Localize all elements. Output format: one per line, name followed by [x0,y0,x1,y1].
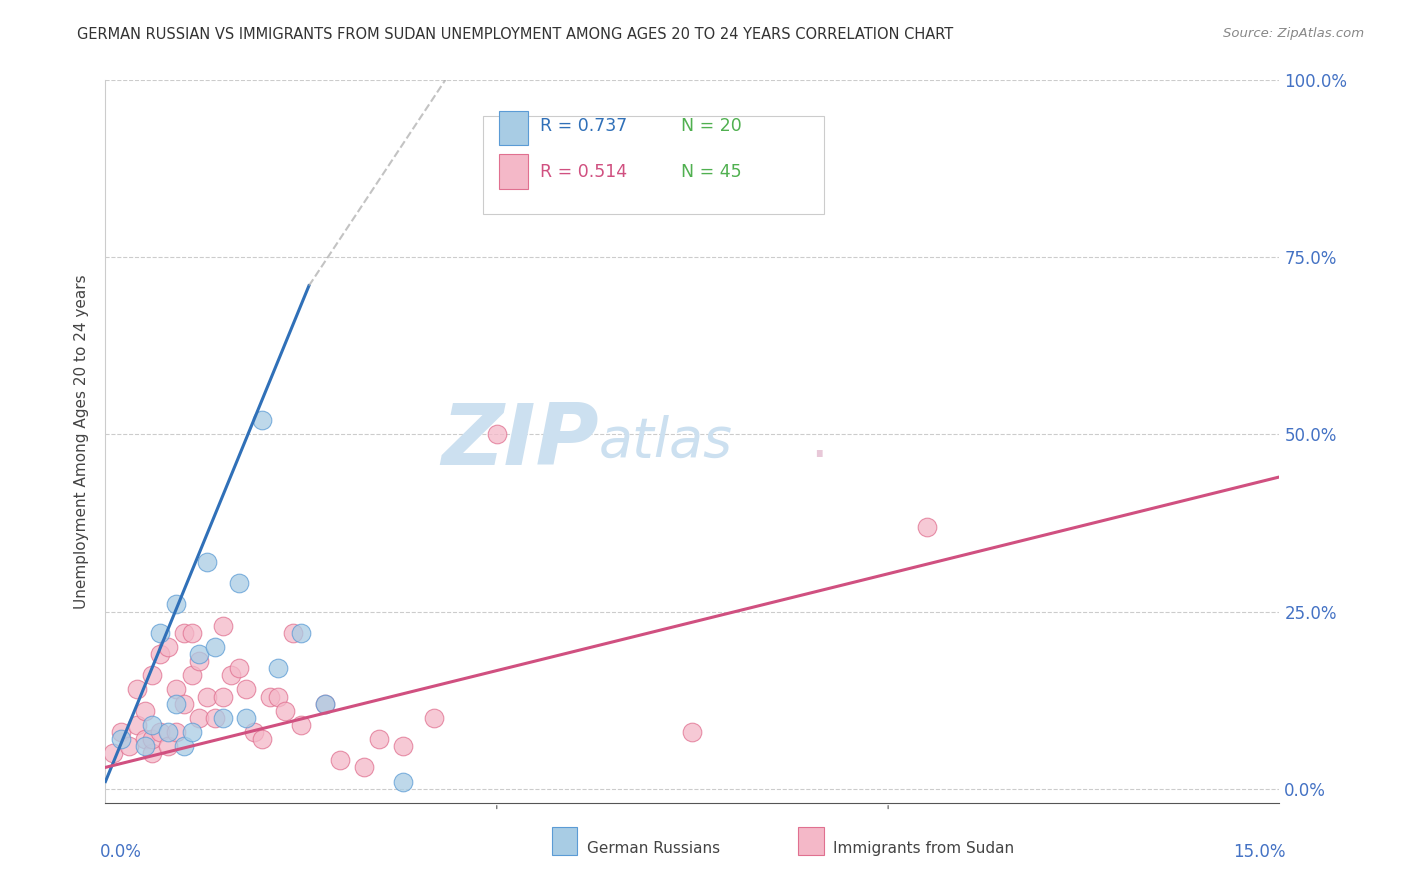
Point [211,711,233,725]
Point [110,732,132,747]
FancyBboxPatch shape [499,154,529,188]
Point [290,718,312,732]
Point [290,625,312,640]
Point [157,725,180,739]
Point [141,668,163,682]
Point [134,704,156,718]
Point [149,647,172,661]
Point [266,661,288,675]
Point [165,725,187,739]
Point [165,682,187,697]
Point [228,576,250,591]
Point [368,732,391,747]
Point [173,739,195,753]
Point [188,654,211,668]
Point [118,739,141,753]
Point [283,625,305,640]
Point [917,519,939,533]
Point [157,640,180,654]
Text: .: . [810,415,828,468]
Point [235,682,257,697]
Point [195,555,218,569]
Point [165,598,187,612]
Text: GERMAN RUSSIAN VS IMMIGRANTS FROM SUDAN UNEMPLOYMENT AMONG AGES 20 TO 24 YEARS C: GERMAN RUSSIAN VS IMMIGRANTS FROM SUDAN … [77,27,953,42]
Point [392,774,415,789]
Point [228,661,250,675]
Point [141,718,163,732]
Point [314,697,336,711]
Point [141,746,163,760]
Point [134,739,156,753]
Point [134,732,156,747]
Point [485,427,508,442]
Point [141,732,163,747]
Point [243,725,266,739]
Text: N = 45: N = 45 [681,163,741,181]
Point [165,697,187,711]
Point [259,690,281,704]
Point [211,690,233,704]
FancyBboxPatch shape [551,828,578,855]
Point [125,718,148,732]
Text: Source: ZipAtlas.com: Source: ZipAtlas.com [1223,27,1364,40]
Y-axis label: Unemployment Among Ages 20 to 24 years: Unemployment Among Ages 20 to 24 years [75,274,90,609]
Point [235,711,257,725]
Point [149,725,172,739]
Point [329,753,352,767]
Point [195,690,218,704]
Point [266,690,288,704]
Point [353,760,375,774]
Text: N = 20: N = 20 [681,117,741,135]
FancyBboxPatch shape [799,828,824,855]
Point [392,739,415,753]
Point [149,625,172,640]
Point [110,725,132,739]
Point [274,704,297,718]
Point [125,682,148,697]
FancyBboxPatch shape [484,116,824,214]
Text: German Russians: German Russians [586,841,720,856]
Point [204,640,226,654]
Point [314,697,336,711]
Point [157,739,180,753]
Point [188,711,211,725]
Point [211,618,233,632]
FancyBboxPatch shape [499,111,529,145]
Point [188,647,211,661]
Point [219,668,242,682]
Text: 15.0%: 15.0% [1233,843,1285,861]
Point [103,746,125,760]
Text: Immigrants from Sudan: Immigrants from Sudan [834,841,1015,856]
Text: ZIP: ZIP [441,400,599,483]
Point [180,668,202,682]
Text: R = 0.514: R = 0.514 [540,163,627,181]
Point [173,625,195,640]
Point [204,711,226,725]
Point [250,732,273,747]
Text: atlas: atlas [599,415,733,468]
Point [250,413,273,427]
Point [423,711,446,725]
Point [682,725,704,739]
Text: R = 0.737: R = 0.737 [540,117,627,135]
Point [180,725,202,739]
Point [180,625,202,640]
Text: 0.0%: 0.0% [100,843,142,861]
Point [173,697,195,711]
